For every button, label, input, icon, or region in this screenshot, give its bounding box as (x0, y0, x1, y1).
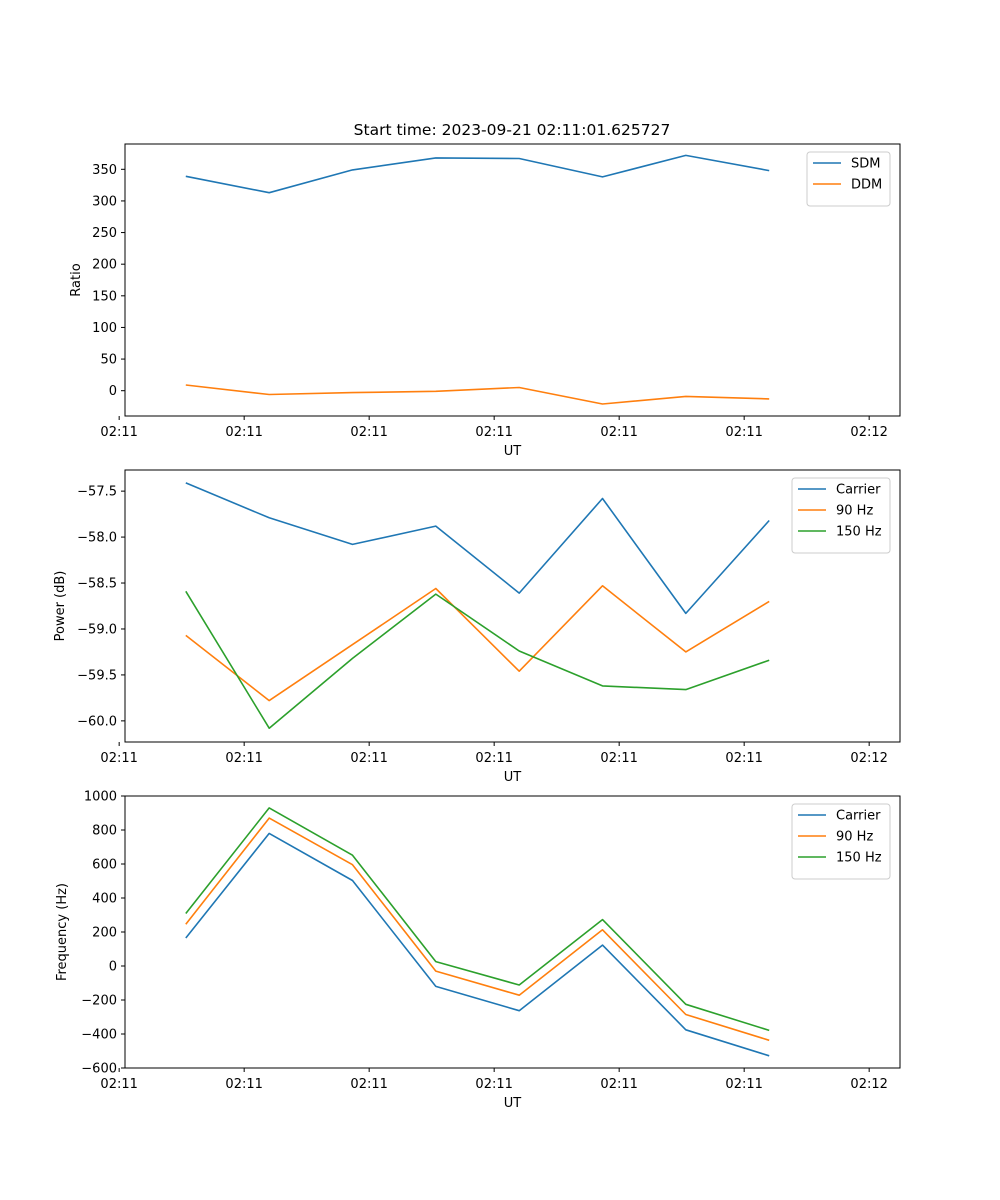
x-tick-label: 02:11 (350, 425, 387, 440)
legend-box (806, 151, 891, 207)
y-tick-label: 50 (100, 353, 117, 368)
y-tick-label: 150 (92, 289, 117, 304)
legend-entry: Carrier (836, 809, 881, 824)
series-line-90-hz (185, 584, 770, 702)
x-axis-label: UT (504, 770, 522, 785)
legend-entry: SDM (851, 157, 880, 172)
y-tick-label: −600 (81, 1062, 117, 1077)
x-tick-label: 02:12 (850, 751, 887, 766)
x-tick-label: 02:11 (100, 1077, 137, 1092)
y-tick-label: 600 (92, 858, 117, 873)
legend: SDM DDM (806, 151, 891, 207)
y-tick-label: 1000 (84, 790, 117, 805)
y-tick-label: −57.5 (77, 485, 117, 500)
series-line-carrier (185, 832, 770, 1057)
legend: Carrier 90 Hz 150 Hz (791, 803, 891, 880)
x-tick-label: 02:11 (475, 1077, 512, 1092)
legend-entry: 150 Hz (836, 525, 882, 540)
y-tick-label: −200 (81, 994, 117, 1009)
y-tick-label: 0 (109, 384, 117, 399)
x-tick-label: 02:11 (725, 425, 762, 440)
x-tick-label: 02:11 (100, 751, 137, 766)
legend: Carrier 90 Hz 150 Hz (791, 477, 891, 554)
series-line-ddm (185, 384, 770, 405)
frequency-panel: −600 −400 −200 0 200 400 600 800 1000 02:11 02:11 0… (55, 790, 901, 1111)
legend-entry: 150 Hz (836, 851, 882, 866)
y-tick-label: −59.0 (77, 622, 117, 637)
x-tick-label: 02:11 (600, 1077, 637, 1092)
x-tick-label: 02:11 (600, 425, 637, 440)
y-axis-label: Ratio (69, 263, 84, 296)
x-tick-label: 02:11 (475, 751, 512, 766)
series-line-150-hz (185, 590, 770, 730)
series-line-150-hz (185, 807, 770, 1032)
power-panel: −60.0 −59.5 −59.0 −58.5 −58.0 −57.5 02:11 02:11… (53, 469, 901, 785)
y-tick-label: 250 (92, 226, 117, 241)
axes-frame (124, 469, 901, 743)
axes-frame (124, 795, 901, 1069)
axes-frame (124, 143, 901, 417)
x-tick-label: 02:11 (725, 751, 762, 766)
y-tick-label: 100 (92, 321, 117, 336)
y-tick-label: 200 (92, 258, 117, 273)
x-tick-label: 02:11 (600, 751, 637, 766)
series-line-90-hz (185, 817, 770, 1042)
x-tick-label: 02:11 (350, 751, 387, 766)
y-axis-label: Power (dB) (53, 571, 68, 642)
x-tick-label: 02:11 (225, 751, 262, 766)
y-axis-label: Frequency (Hz) (55, 883, 70, 981)
y-tick-label: −400 (81, 1028, 117, 1043)
x-tick-label: 02:11 (225, 1077, 262, 1092)
legend-entry: 90 Hz (836, 504, 873, 519)
y-tick-label: 300 (92, 194, 117, 209)
series-line-carrier (185, 482, 770, 615)
y-tick-label: 350 (92, 163, 117, 178)
x-tick-label: 02:11 (725, 1077, 762, 1092)
legend-box (791, 477, 891, 554)
y-tick-label: 400 (92, 892, 117, 907)
x-tick-label: 02:11 (475, 425, 512, 440)
legend-entry: 90 Hz (836, 830, 873, 845)
figure-title: Start time: 2023-09-21 02:11:01.625727 (354, 121, 671, 139)
x-tick-label: 02:11 (100, 425, 137, 440)
y-tick-label: 0 (109, 960, 117, 975)
y-tick-label: −58.5 (77, 577, 117, 592)
y-tick-label: −60.0 (77, 714, 117, 729)
y-tick-label: 800 (92, 824, 117, 839)
y-tick-label: −58.0 (77, 531, 117, 546)
x-tick-label: 02:11 (350, 1077, 387, 1092)
legend-entry: Carrier (836, 483, 881, 498)
x-tick-label: 02:12 (850, 1077, 887, 1092)
x-axis-label: UT (504, 444, 522, 459)
series-line-sdm (185, 154, 770, 194)
ratio-panel: 0 50 100 150 200 250 300 350 02:11 02:11 02:11 02:1… (69, 143, 901, 459)
x-axis-label: UT (504, 1096, 522, 1111)
legend-box (791, 803, 891, 880)
x-tick-label: 02:12 (850, 425, 887, 440)
x-tick-label: 02:11 (225, 425, 262, 440)
y-tick-label: −59.5 (77, 668, 117, 683)
y-tick-label: 200 (92, 926, 117, 941)
legend-entry: DDM (851, 178, 882, 193)
